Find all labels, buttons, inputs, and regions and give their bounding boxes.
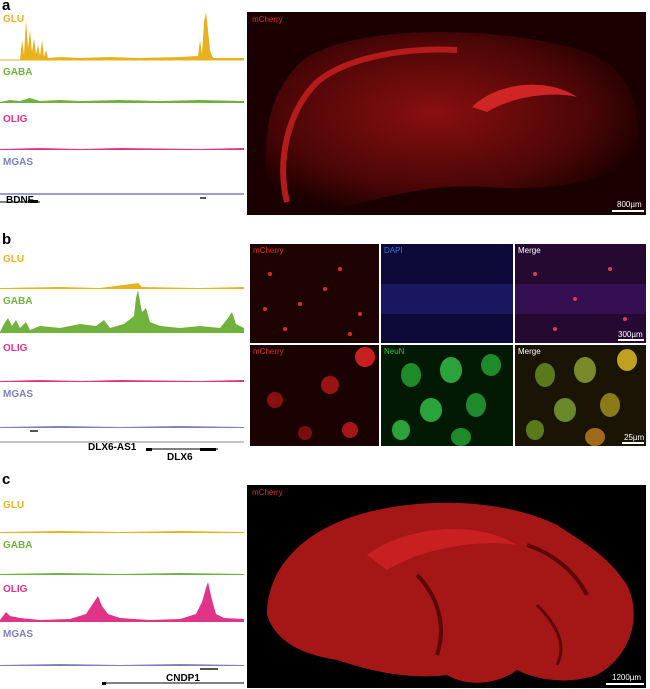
channel-label-b1: mCherry bbox=[253, 246, 284, 255]
panel-c-letter: c bbox=[2, 471, 11, 488]
channel-label-b3: Merge bbox=[518, 246, 541, 255]
track-mgas-b bbox=[0, 426, 244, 451]
micrograph-b-mcherry-top bbox=[250, 244, 379, 343]
track-mgas-c bbox=[0, 664, 244, 685]
scale-label-b-bottom: 25µm bbox=[624, 433, 645, 442]
track-label-mgas-b: MGAS bbox=[3, 389, 33, 400]
micrograph-a-mcherry bbox=[247, 12, 646, 215]
panel-a-letter: a bbox=[2, 0, 11, 14]
track-label-olig-b: OLIG bbox=[3, 343, 28, 354]
micrograph-b-merge-bottom bbox=[515, 345, 646, 446]
track-mgas-a bbox=[0, 193, 244, 203]
track-glu-a bbox=[0, 12, 244, 61]
track-gaba-a bbox=[0, 98, 244, 103]
channel-label-b5: NeuN bbox=[384, 347, 405, 356]
track-label-gaba-a: GABA bbox=[3, 67, 33, 78]
track-label-mgas-c: MGAS bbox=[3, 629, 33, 640]
track-glu-c bbox=[0, 531, 244, 533]
scale-label-a: 800µm bbox=[617, 200, 642, 209]
scale-label-b-top: 300µm bbox=[618, 330, 643, 339]
track-label-mgas-a: MGAS bbox=[3, 157, 33, 168]
track-olig-c bbox=[0, 582, 244, 622]
track-olig-a bbox=[0, 148, 244, 150]
scale-label-c: 1200µm bbox=[612, 673, 642, 682]
micrograph-c-mcherry bbox=[247, 485, 646, 688]
gene-label-dlx6: DLX6 bbox=[167, 452, 193, 463]
track-label-gaba-c: GABA bbox=[3, 540, 33, 551]
scale-bar-a bbox=[612, 210, 644, 212]
micrograph-b-merge-top bbox=[515, 244, 646, 343]
gene-label-bdnf: BDNF bbox=[6, 195, 34, 206]
scale-bar-b-bottom bbox=[622, 442, 644, 444]
channel-label-b6: Merge bbox=[518, 347, 541, 356]
gene-label-dlx6-as1: DLX6-AS1 bbox=[88, 442, 137, 453]
scale-bar-c bbox=[606, 683, 644, 685]
track-olig-b bbox=[0, 380, 244, 382]
track-label-gaba-b: GABA bbox=[3, 296, 33, 307]
track-gaba-c bbox=[0, 573, 244, 575]
track-label-glu-a: GLU bbox=[3, 14, 25, 25]
micrograph-b-dapi bbox=[381, 244, 513, 343]
track-label-glu-b: GLU bbox=[3, 254, 25, 265]
gene-label-cndp1: CNDP1 bbox=[166, 673, 200, 684]
channel-label-b2: DAPI bbox=[384, 246, 403, 255]
micrograph-b-neun bbox=[381, 345, 513, 446]
track-label-olig-c: OLIG bbox=[3, 584, 28, 595]
track-gaba-b bbox=[0, 290, 244, 333]
scale-bar-b-top bbox=[618, 339, 644, 341]
track-glu-b bbox=[0, 283, 244, 289]
channel-label-b4: mCherry bbox=[253, 347, 284, 356]
channel-label-c: mCherry bbox=[252, 488, 283, 497]
micrograph-b-mcherry-bottom bbox=[250, 345, 379, 446]
track-label-olig-a: OLIG bbox=[3, 114, 28, 125]
panel-b-letter: b bbox=[2, 231, 12, 248]
channel-label-a: mCherry bbox=[252, 15, 283, 24]
track-label-glu-c: GLU bbox=[3, 500, 25, 511]
